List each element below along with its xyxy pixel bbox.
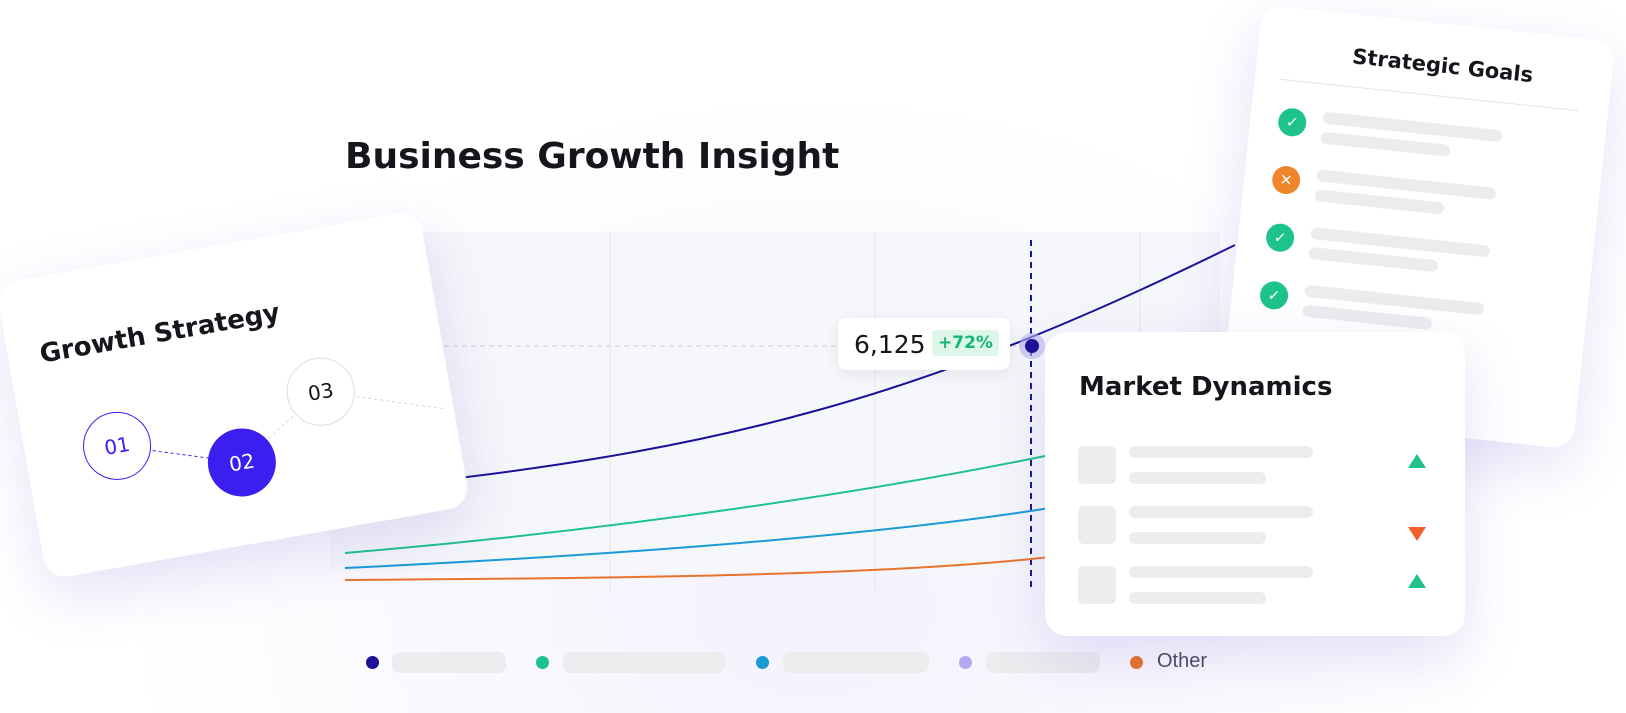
placeholder bbox=[1302, 304, 1433, 331]
legend-dot bbox=[959, 656, 972, 669]
placeholder bbox=[1078, 506, 1116, 544]
check-icon: ✓ bbox=[1264, 222, 1296, 254]
page-title: Business Growth Insight bbox=[345, 136, 840, 177]
placeholder bbox=[1129, 446, 1313, 458]
check-icon: ✓ bbox=[1276, 106, 1308, 138]
placeholder bbox=[1129, 566, 1313, 578]
check-icon: ✓ bbox=[1258, 279, 1290, 311]
legend-label: Other bbox=[1157, 650, 1208, 672]
callout: 6,125 +72% bbox=[838, 318, 1010, 370]
line-series bbox=[344, 507, 1051, 569]
trend-icons bbox=[1408, 454, 1426, 588]
legend-placeholder bbox=[392, 652, 506, 673]
legend-placeholder bbox=[783, 652, 929, 673]
card-title: Strategic Goals bbox=[1351, 44, 1535, 88]
placeholder bbox=[1129, 592, 1266, 604]
legend-dot bbox=[756, 656, 769, 669]
point bbox=[1025, 339, 1039, 353]
placeholder bbox=[1320, 131, 1451, 157]
legend-dot bbox=[1130, 656, 1143, 669]
placeholder bbox=[1308, 246, 1439, 273]
placeholder bbox=[1129, 472, 1266, 484]
legend-dot bbox=[366, 656, 379, 669]
line-series bbox=[344, 556, 1051, 581]
line-series bbox=[344, 454, 1051, 554]
growth-strategy-card: Growth Strategy 01 02 03 bbox=[0, 209, 471, 581]
callout-value: 6,125 bbox=[854, 330, 926, 359]
placeholder bbox=[1129, 506, 1313, 518]
cross-icon: ✕ bbox=[1270, 164, 1302, 196]
placeholder bbox=[1314, 189, 1445, 215]
placeholder bbox=[1129, 532, 1266, 544]
placeholder bbox=[1078, 446, 1116, 484]
line-series bbox=[344, 244, 1236, 491]
legend-dot bbox=[536, 656, 549, 669]
market-dynamics-card: Market Dynamics bbox=[1045, 332, 1465, 636]
divider bbox=[1279, 78, 1579, 112]
legend-placeholder bbox=[563, 652, 725, 673]
placeholder bbox=[1078, 566, 1116, 604]
card-title: Market Dynamics bbox=[1079, 372, 1333, 402]
legend-placeholder bbox=[986, 652, 1100, 673]
callout-change: +72% bbox=[932, 330, 999, 356]
